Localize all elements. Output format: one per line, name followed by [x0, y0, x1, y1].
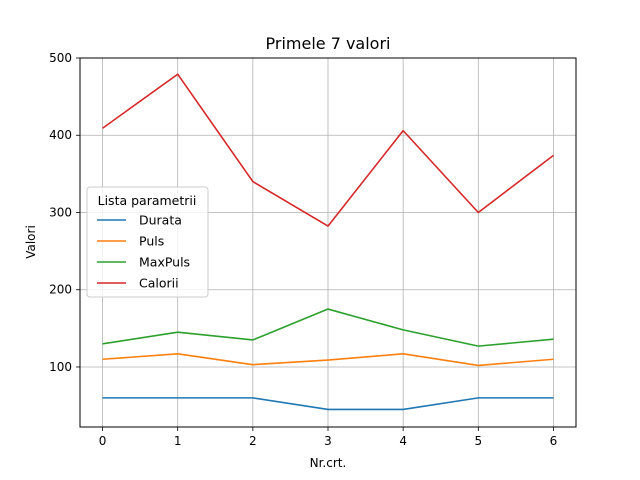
legend-label-calorii: Calorii [139, 276, 179, 291]
series-line-durata [102, 397, 554, 411]
legend-title: Lista parametrii [98, 193, 197, 208]
x-tick-label: 4 [399, 434, 407, 448]
y-tick-label: 100 [49, 360, 72, 374]
chart-title: Primele 7 valori [266, 34, 391, 53]
series-line-puls [102, 353, 554, 367]
y-tick-label: 500 [49, 51, 72, 65]
legend: Lista parametrii Durata Puls MaxPuls Calori… [86, 186, 209, 298]
legend-box [86, 186, 209, 298]
legend-label-maxpuls: MaxPuls [139, 255, 190, 270]
axis-ticks: 0 1 2 3 4 5 6 100 200 300 400 500 [49, 51, 557, 448]
y-tick-label: 400 [49, 128, 72, 142]
series-lines [102, 73, 554, 411]
y-tick-label: 300 [49, 205, 72, 219]
y-axis-label: Valori [24, 225, 38, 259]
x-tick-label: 5 [474, 434, 482, 448]
series-line-calorii [102, 73, 554, 227]
y-tick-label: 200 [49, 283, 72, 297]
x-tick-label: 3 [324, 434, 332, 448]
series-line-maxpuls [102, 308, 554, 347]
x-axis-label: Nr.crt. [310, 456, 347, 470]
x-tick-label: 0 [99, 434, 107, 448]
x-tick-label: 6 [550, 434, 558, 448]
legend-label-durata: Durata [139, 213, 182, 228]
legend-entries: Durata Puls MaxPuls Calorii [97, 213, 190, 291]
legend-label-puls: Puls [139, 234, 164, 249]
x-tick-label: 2 [249, 434, 257, 448]
x-tick-label: 1 [174, 434, 182, 448]
